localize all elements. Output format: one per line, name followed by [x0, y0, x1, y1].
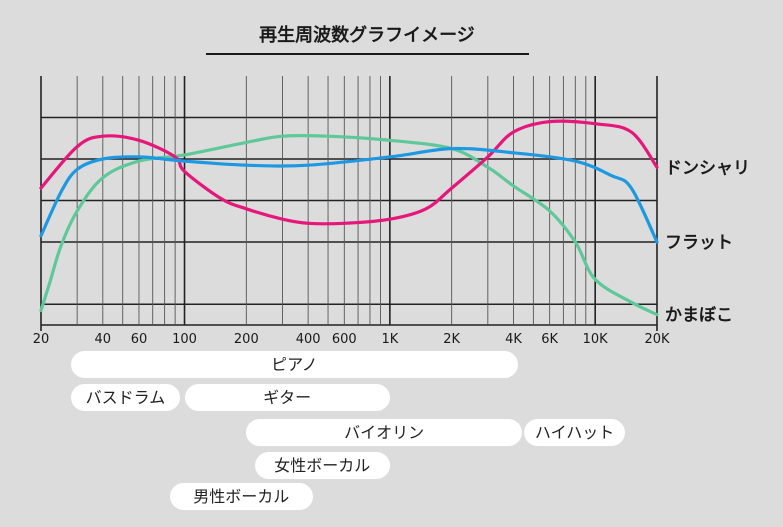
x-tick-label-4: 200: [234, 332, 259, 347]
series-label-1: フラット: [665, 233, 733, 253]
series-line-1: [39, 146, 659, 244]
x-tick-label-10: 6K: [541, 332, 558, 347]
curves: [39, 119, 659, 317]
instrument-range-6: 男性ボーカル: [170, 483, 313, 510]
x-tick-labels: 20 40 60 100 200 400 600 1K 2K 4K 6K 10K 20K: [33, 332, 670, 347]
instrument-range-0: ピアノ: [71, 351, 518, 378]
chart-title: 再生周波数グラフイメージ: [259, 24, 475, 46]
instrument-range-1: バスドラム: [71, 384, 180, 411]
x-tick-label-9: 4K: [505, 332, 522, 347]
x-tick-label-11: 10K: [583, 332, 609, 347]
x-tick-label-6: 600: [332, 332, 357, 347]
x-tick-label-3: 100: [172, 332, 197, 347]
series-label-2: かまぼこ: [665, 306, 733, 326]
x-tick-label-2: 60: [131, 332, 148, 347]
instrument-range-3: バイオリン: [246, 419, 522, 446]
instrument-range-5: 女性ボーカル: [254, 452, 390, 479]
series-line-2: [39, 133, 659, 317]
instrument-range-2: ギター: [184, 384, 390, 411]
grid: [40, 76, 658, 331]
x-tick-label-5: 400: [296, 332, 321, 347]
x-tick-label-7: 1K: [381, 332, 398, 347]
x-tick-label-1: 40: [95, 332, 112, 347]
series-label-0: ドンシャリ: [665, 158, 750, 178]
x-tick-label-0: 20: [33, 332, 50, 347]
instrument-range-4: ハイハット: [524, 419, 626, 446]
x-tick-label-8: 2K: [443, 332, 460, 347]
series-line-0: [39, 119, 659, 226]
x-tick-label-12: 20K: [644, 332, 670, 347]
